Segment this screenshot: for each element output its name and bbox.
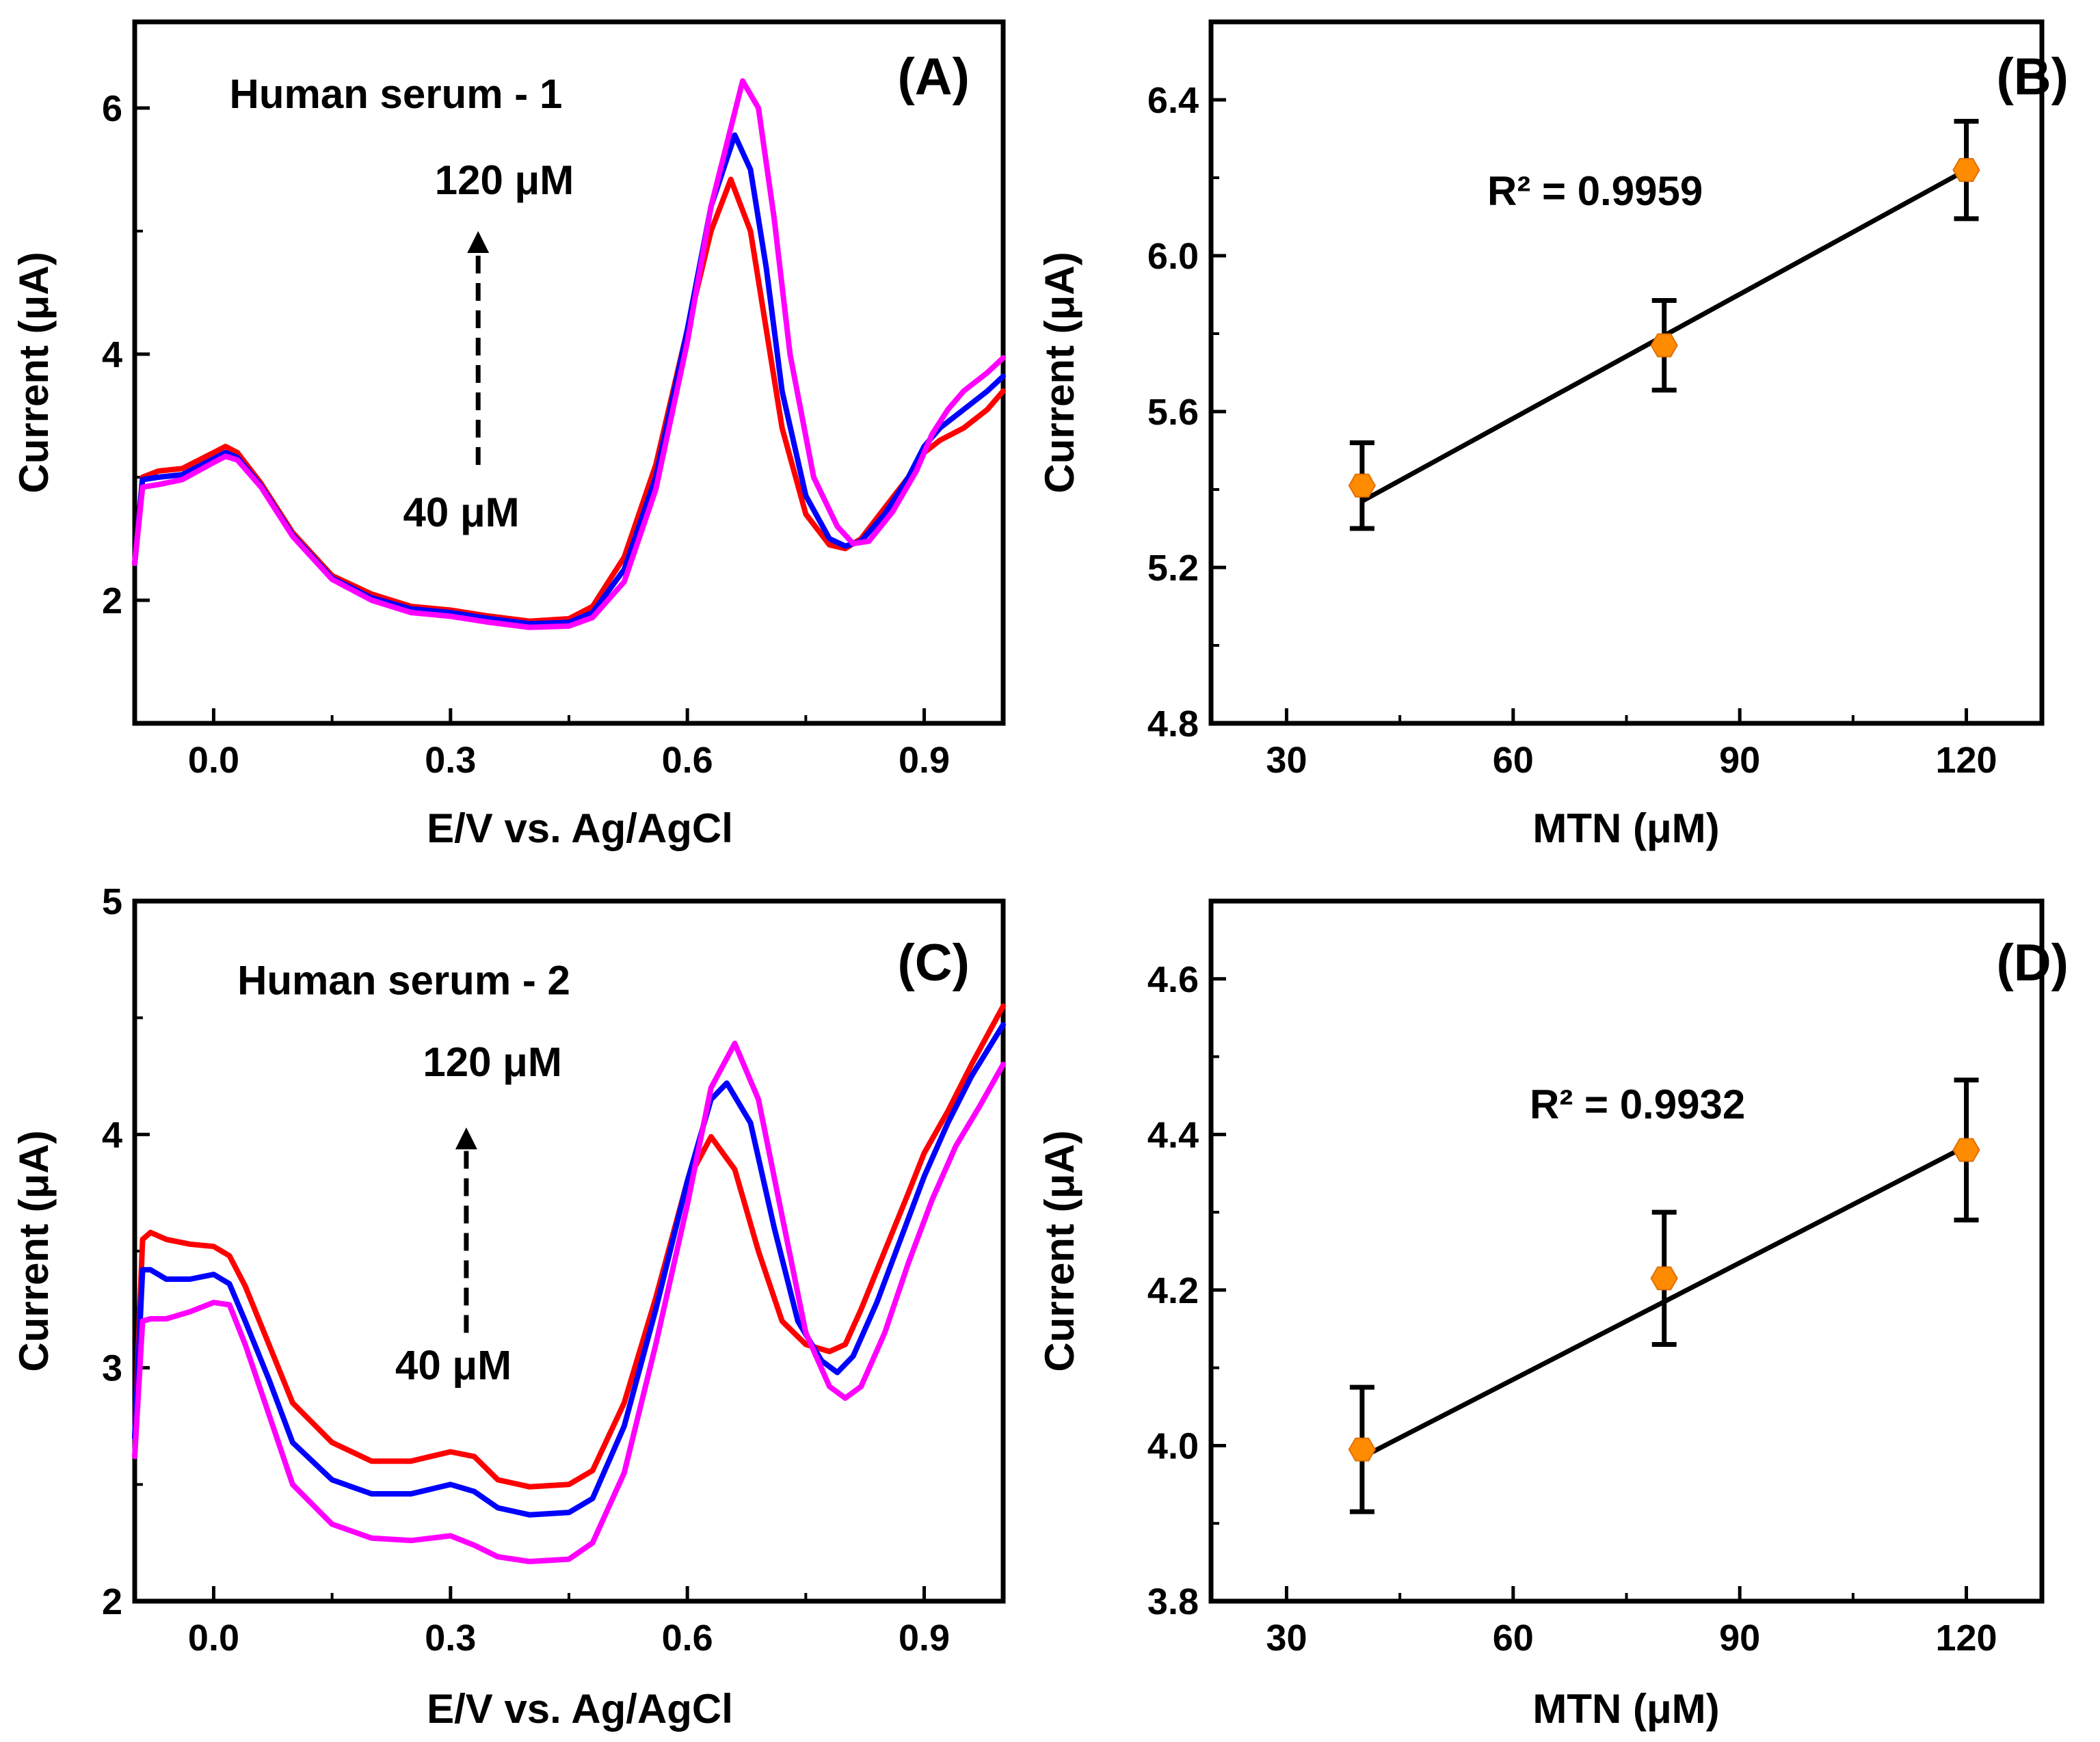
- panel-b-y-tick-label: 6.4: [1147, 80, 1199, 121]
- panel-b-y-tick-label: 6.0: [1147, 236, 1199, 277]
- chart-panel-d: (D) MTN (μM) Current (μA) R² = 0.9932 30…: [1037, 898, 2069, 1732]
- panel-a-y-tick-label: 4: [102, 334, 122, 375]
- panel-c-annotation: Human serum - 2: [237, 958, 570, 1004]
- panel-b-r-squared: R² = 0.9959: [1487, 168, 1703, 214]
- panel-b-x-tick-label: 30: [1266, 740, 1307, 781]
- panel-c-y-tick-label: 3: [102, 1348, 122, 1389]
- panel-a-y-tick-label: 2: [102, 580, 122, 621]
- panel-a-x-tick-label: 0.0: [188, 740, 239, 781]
- panel-d-x-axis-title: MTN (μM): [1532, 1686, 1719, 1732]
- panel-a-arrow-head: [467, 231, 490, 253]
- panel-a-x-axis-title: E/V vs. Ag/AgCl: [427, 805, 733, 851]
- panel-c-x-tick-label: 0.9: [899, 1618, 950, 1659]
- panel-c-ticks: 0.0 0.3 0.6 0.9 2 3 4 5: [102, 881, 950, 1659]
- panel-a-annotation: 120 μM: [435, 157, 574, 203]
- panel-a-series: [132, 78, 1006, 630]
- panel-d-x-tick-label: 120: [1935, 1618, 1997, 1659]
- panel-a-label: (A): [897, 48, 970, 106]
- panel-b-data-point: [1650, 333, 1678, 358]
- panel-d-y-tick-label: 4.2: [1147, 1270, 1199, 1311]
- chart-panel-c: (C) E/V vs. Ag/AgCl Current (μA) 0.0 0.3 0…: [11, 881, 1006, 1732]
- panel-c-x-tick-label: 0.0: [188, 1618, 239, 1659]
- panel-b-label: (B): [1996, 48, 2069, 106]
- panel-a-x-tick-label: 0.9: [899, 740, 950, 781]
- chart-panel-b: (B) MTN (μM) Current (μA) R² = 0.9959 30…: [1037, 19, 2069, 851]
- panel-b-x-tick-label: 120: [1935, 740, 1997, 781]
- panel-a-series-line: [132, 78, 1006, 630]
- panel-a-x-tick-label: 0.6: [662, 740, 713, 781]
- panel-d-y-tick-label: 4.0: [1147, 1425, 1199, 1466]
- panel-d-data-point: [1952, 1138, 1980, 1162]
- panel-b-y-tick-label: 5.2: [1147, 548, 1199, 589]
- panel-d-x-tick-label: 90: [1719, 1618, 1760, 1659]
- panel-d-frame: [1208, 898, 2045, 1604]
- panel-c-y-tick-label: 5: [102, 881, 122, 922]
- panel-a-series-line: [132, 132, 1006, 627]
- chart-panel-a: (A) E/V vs. Ag/AgCl Current (μA) 0.0 0.3 0…: [11, 19, 1006, 851]
- panel-d-y-axis-title: Current (μA): [1037, 1130, 1082, 1371]
- panel-d-label: (D): [1996, 934, 2069, 992]
- panel-c-arrow-head: [455, 1127, 477, 1150]
- panel-c-annotations: Human serum - 2 120 μM 40 μM: [237, 958, 570, 1389]
- panel-c-series-line: [132, 1021, 1006, 1518]
- panel-c-y-tick-label: 2: [102, 1581, 122, 1622]
- panel-a-annotation: 40 μM: [403, 490, 520, 535]
- panel-c-series: [132, 1003, 1006, 1564]
- panel-a-y-axis-title: Current (μA): [11, 252, 57, 493]
- panel-d-x-tick-label: 30: [1266, 1618, 1307, 1659]
- panel-d-data: [1348, 1077, 1980, 1514]
- panel-c-annotation: 120 μM: [423, 1039, 561, 1085]
- panel-d-y-tick-label: 3.8: [1147, 1581, 1199, 1622]
- panel-c-series-line: [132, 1003, 1006, 1490]
- panel-b-frame: [1208, 19, 2045, 726]
- panel-c-x-tick-label: 0.6: [662, 1618, 713, 1659]
- panel-d-data-point: [1650, 1266, 1678, 1291]
- panel-b-ticks: 30 60 90 120 4.8 5.2 5.6 6.0 6.4: [1147, 21, 1997, 781]
- panel-b-y-tick-label: 4.8: [1147, 704, 1199, 745]
- panel-a-series-line: [132, 176, 1006, 624]
- panel-c-y-axis-title: Current (μA): [11, 1130, 57, 1371]
- panel-c-annotation: 40 μM: [395, 1343, 511, 1389]
- panel-a-ticks: 0.0 0.3 0.6 0.9 2 4 6: [102, 88, 950, 781]
- panel-b-x-tick-label: 60: [1493, 740, 1534, 781]
- panel-d-y-tick-label: 4.4: [1147, 1114, 1199, 1155]
- panel-c-frame: [132, 898, 1006, 1604]
- panel-a-annotation: Human serum - 1: [230, 71, 563, 117]
- panel-b-y-axis-title: Current (μA): [1037, 252, 1082, 493]
- panel-c-x-tick-label: 0.3: [425, 1618, 476, 1659]
- panel-b-y-tick-label: 5.6: [1147, 392, 1199, 433]
- panel-a-y-tick-label: 6: [102, 88, 122, 129]
- panel-b-data-point: [1348, 473, 1377, 498]
- panel-d-x-tick-label: 60: [1493, 1618, 1534, 1659]
- panel-b-x-tick-label: 90: [1719, 740, 1760, 781]
- panel-c-x-axis-title: E/V vs. Ag/AgCl: [427, 1686, 733, 1732]
- panel-d-y-tick-label: 4.6: [1147, 959, 1199, 1000]
- panel-d-r-squared: R² = 0.9932: [1530, 1082, 1745, 1127]
- panel-c-series-line: [132, 1041, 1006, 1564]
- panel-a-x-tick-label: 0.3: [425, 740, 476, 781]
- panel-a-annotations: Human serum - 1 120 μM 40 μM: [230, 71, 574, 535]
- panel-c-y-tick-label: 4: [102, 1114, 122, 1155]
- panel-c-label: (C): [897, 934, 970, 992]
- panel-b-x-axis-title: MTN (μM): [1532, 805, 1719, 851]
- panel-d-ticks: 30 60 90 120 3.8 4.0 4.2 4.4 4.6: [1147, 900, 1997, 1659]
- panel-d-data-point: [1348, 1437, 1377, 1462]
- panel-b-data: [1348, 118, 1980, 531]
- panel-b-data-point: [1952, 158, 1980, 183]
